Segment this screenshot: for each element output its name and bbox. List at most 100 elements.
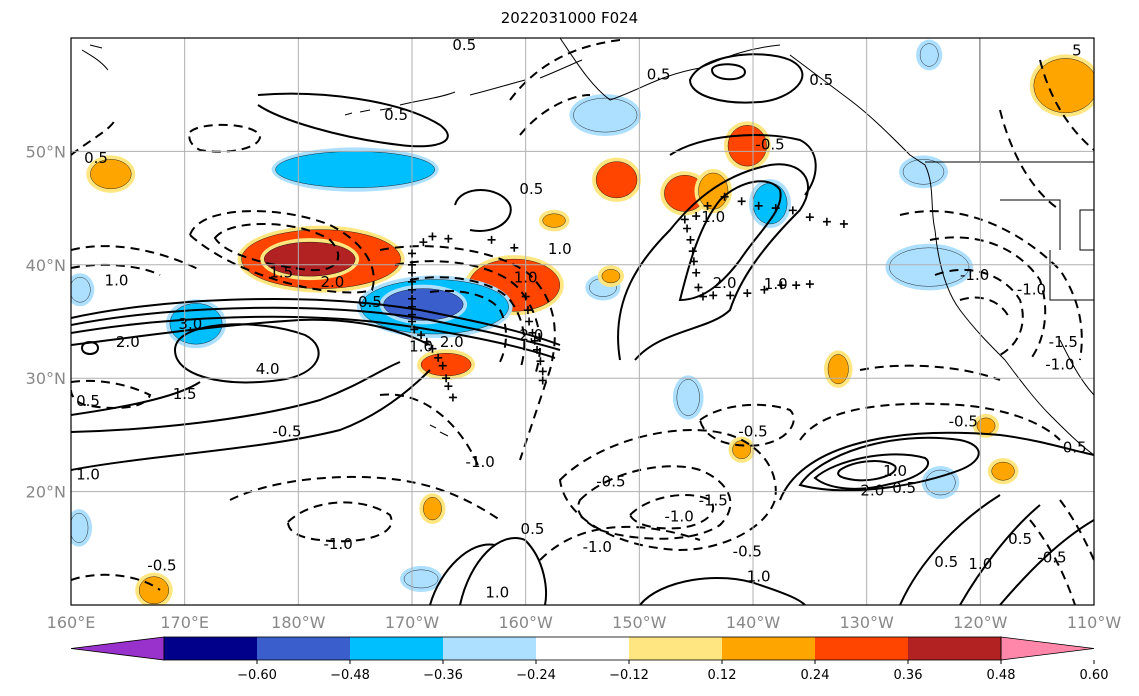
- plus-marker: [692, 212, 701, 221]
- colorbar-tick-label: −0.36: [423, 668, 463, 683]
- shaded-area: [827, 354, 849, 385]
- plus-marker: [408, 260, 416, 269]
- contour-solid: [71, 361, 401, 433]
- contour-dashed: [213, 223, 340, 272]
- plus-marker: [771, 204, 780, 213]
- plus-marker: [419, 238, 428, 247]
- lat-tick-label: 40°N: [26, 256, 66, 275]
- plus-marker: [528, 328, 537, 337]
- contour-solid: [688, 53, 804, 104]
- shaded-area: [169, 303, 223, 345]
- contour-label: -1.0: [583, 538, 612, 556]
- plus-marker: [680, 215, 689, 224]
- plus-marker-layer: [408, 192, 848, 402]
- contour-dashed: [577, 465, 732, 540]
- plus-marker: [805, 213, 814, 222]
- colorbar-tick-label: 0.48: [987, 668, 1016, 683]
- shaded-area: [138, 576, 169, 605]
- contour-dashed: [519, 94, 591, 136]
- contour-dashed: [999, 109, 1061, 211]
- lat-tick-label: 20°N: [26, 483, 66, 502]
- lon-tick-label: 160°W: [498, 613, 553, 632]
- contour-label: -0.5: [733, 543, 762, 561]
- plus-marker: [720, 192, 729, 201]
- contour-solid: [257, 92, 449, 148]
- contour-solid: [798, 436, 980, 492]
- contour-label: 1.0: [514, 268, 538, 286]
- contour-solid: [429, 543, 496, 605]
- contour-solid: [639, 576, 806, 605]
- shaded-area: [919, 43, 939, 67]
- shaded-area: [698, 172, 729, 210]
- contour-label: -0.5: [596, 472, 625, 490]
- colorbar-extend-high: [1000, 636, 1095, 661]
- colorbar-segment: [722, 637, 815, 660]
- contour-label: 1.0: [409, 337, 433, 355]
- contour-label: 0.5: [452, 36, 476, 54]
- plus-marker: [408, 277, 416, 286]
- colorbar-segment: [443, 637, 536, 660]
- contour-label: 0.5: [934, 553, 958, 571]
- shaded-area: [976, 417, 996, 434]
- contour-solid: [454, 189, 512, 232]
- coastline-layer: [81, 38, 1094, 456]
- coastline-mexico: [1059, 339, 1094, 396]
- shaded-area: [573, 97, 638, 133]
- plus-marker: [792, 281, 801, 290]
- contour-dashed: [286, 501, 393, 543]
- contour-label: 1.0: [485, 584, 509, 602]
- contour-label: 0.5: [84, 149, 108, 167]
- shaded-area: [403, 569, 439, 589]
- plus-marker: [510, 243, 519, 252]
- longitude-tick-labels: 160°E 170°E 180°W 170°W 160°W 150°W 140°W 130°W…: [47, 613, 1122, 632]
- lon-tick-label: 150°W: [612, 613, 667, 632]
- contour-label: 1.5: [173, 385, 197, 403]
- contour-solid: [959, 504, 1041, 605]
- plus-marker: [448, 393, 457, 402]
- shaded-area: [71, 512, 89, 543]
- map-title: 2022031000 F024: [500, 9, 639, 27]
- contour-label: 2.0: [860, 481, 884, 499]
- contour-label: -1.0: [1045, 356, 1074, 374]
- contour-solid: [813, 453, 929, 490]
- lon-tick-label: 140°W: [726, 613, 781, 632]
- colorbar-tick-label: −0.12: [609, 668, 649, 683]
- contour-label: 0.5: [358, 293, 382, 311]
- contour-solid: [999, 519, 1094, 605]
- contour-solid: [71, 298, 561, 346]
- shaded-area: [542, 213, 566, 228]
- plus-marker: [444, 234, 453, 243]
- contour-label: 0.5: [76, 392, 100, 410]
- colorbar-segment: [257, 637, 350, 660]
- contour-dashed: [379, 393, 481, 471]
- contour-label: 5: [1072, 41, 1082, 59]
- contour-solid: [837, 460, 897, 482]
- shaded-area: [601, 269, 621, 284]
- shaded-area: [925, 469, 956, 496]
- contour-dashed: [859, 364, 1001, 381]
- contour-label: 1.0: [747, 568, 771, 586]
- contour-dashed: [71, 379, 152, 409]
- contour-dashed: [71, 245, 201, 271]
- lon-tick-label: 110°W: [1067, 613, 1122, 632]
- contour-solid: [459, 537, 547, 605]
- contour-label: 2.0: [321, 273, 345, 291]
- plus-marker: [487, 235, 496, 244]
- plus-marker: [686, 235, 695, 244]
- contour-label: -1.0: [1017, 281, 1046, 299]
- plus-marker: [538, 367, 547, 376]
- contour-solid: [71, 318, 431, 346]
- contour-dashed: [558, 429, 777, 552]
- plus-marker: [525, 317, 534, 326]
- contour-solid: [71, 381, 201, 416]
- lon-tick-label: 160°E: [47, 613, 96, 632]
- contour-dashed: [229, 475, 501, 521]
- contour-dashed: [1029, 519, 1076, 605]
- contour-label: 1.5: [269, 264, 293, 282]
- plus-marker: [523, 306, 532, 315]
- lat-tick-label: 30°N: [26, 369, 66, 388]
- colorbar-tick-label: 0.12: [708, 668, 737, 683]
- plus-marker: [417, 331, 426, 340]
- plus-marker: [683, 224, 692, 233]
- coastline-alaska: [559, 38, 781, 101]
